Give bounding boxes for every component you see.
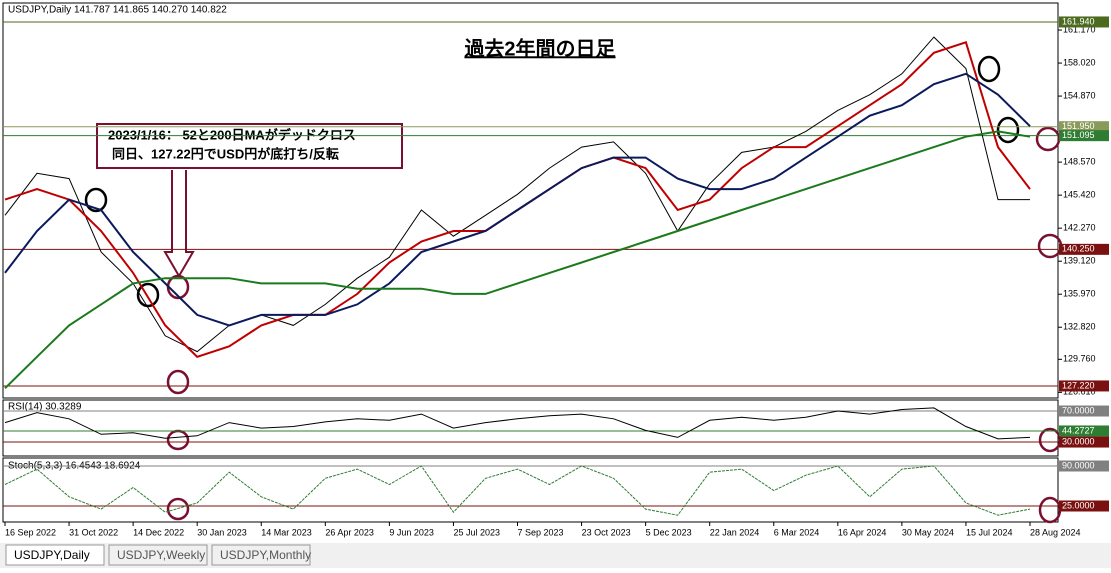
annotation-box [96,123,403,169]
x-tick-label: 14 Mar 2023 [261,527,312,537]
x-tick-label: 16 Sep 2022 [5,527,56,537]
circle [166,497,190,521]
x-tick-label: 23 Oct 2023 [582,527,631,537]
series-line [4,72,1031,327]
stoch-frame [2,457,1059,523]
y-tick-label: 158.020 [1063,57,1096,67]
y-tick-label: 154.870 [1063,90,1096,100]
level-label-bg [1059,121,1109,133]
level-label: 127.220 [1062,380,1095,390]
x-tick-label: 28 Aug 2024 [1030,527,1081,537]
tab-label[interactable]: USDJPY,Weekly [117,548,205,562]
series-line [4,36,1030,353]
main-frame [2,2,1059,399]
level-label: 151.095 [1062,130,1095,140]
circle [166,369,190,395]
x-tick-label: 6 Mar 2024 [774,527,820,537]
y-tick-label: 135.970 [1063,289,1096,299]
y-tick-label: 142.270 [1063,223,1096,233]
level-label: 161.940 [1062,16,1095,26]
circle [136,282,160,308]
rsi-frame [2,399,1059,457]
level-label-bg [1059,405,1109,417]
x-tick-label: 9 Jun 2023 [389,527,434,537]
tab[interactable] [108,544,208,566]
x-tick-label: 5 Dec 2023 [646,527,692,537]
tab-label[interactable]: USDJPY,Monthly [220,548,311,562]
level-label-bg [1059,16,1109,28]
tab-label[interactable]: USDJPY,Daily [14,548,90,562]
level-label-bg [1059,436,1109,448]
level-label: 44.2727 [1062,425,1095,435]
level-label-bg [1059,380,1109,392]
tab[interactable] [211,544,311,566]
chart-header: USDJPY,Daily 141.787 141.865 140.270 140… [8,5,227,16]
tab[interactable] [5,544,105,566]
level-label-bg [1059,243,1109,255]
x-tick-label: 22 Jan 2024 [710,527,760,537]
circle [84,187,108,213]
level-label-bg [1059,425,1109,437]
x-tick-label: 25 Jul 2023 [453,527,500,537]
level-label-bg [1059,500,1109,512]
series-line [4,465,1031,516]
y-tick-label: 145.420 [1063,190,1096,200]
x-tick-label: 26 Apr 2023 [325,527,374,537]
rsi-title: RSI(14) 30.3289 [8,402,82,413]
x-tick-label: 14 Dec 2022 [133,527,184,537]
x-tick-label: 31 Oct 2022 [69,527,118,537]
x-tick-label: 7 Sep 2023 [518,527,564,537]
series-line [4,130,1031,390]
annotation: 2023/1/16： 52と200日MAがデッドクロス [108,127,356,142]
level-label: 70.0000 [1062,405,1095,415]
x-tick-label: 16 Apr 2024 [838,527,887,537]
level-label: 25.0000 [1062,500,1095,510]
annotation: 同日、127.22円でUSD円が底打ち/反転 [112,146,339,161]
y-tick-label: 132.820 [1063,322,1096,332]
circle [977,55,1001,83]
x-tick-label: 30 May 2024 [902,527,954,537]
y-tick-label: 148.570 [1063,157,1096,167]
level-label-bg [1059,460,1109,472]
level-label: 90.0000 [1062,460,1095,470]
level-label: 151.950 [1062,121,1095,131]
x-tick-label: 15 Jul 2024 [966,527,1013,537]
y-tick-label: 161.170 [1063,24,1096,34]
level-label: 140.250 [1062,244,1095,254]
y-tick-label: 139.120 [1063,256,1096,266]
level-label: 30.0000 [1062,436,1095,446]
chart-title: 過去2年間の日足 [464,36,616,60]
series-line [4,407,1031,440]
y-tick-label: 126.610 [1063,387,1096,397]
level-label-bg [1059,130,1109,142]
circle [996,116,1020,144]
y-tick-label: 129.760 [1063,354,1096,364]
x-tick-label: 30 Jan 2023 [197,527,247,537]
tabs: USDJPY,Daily USDJPY,Weekly USDJPY,Monthly [5,544,311,566]
